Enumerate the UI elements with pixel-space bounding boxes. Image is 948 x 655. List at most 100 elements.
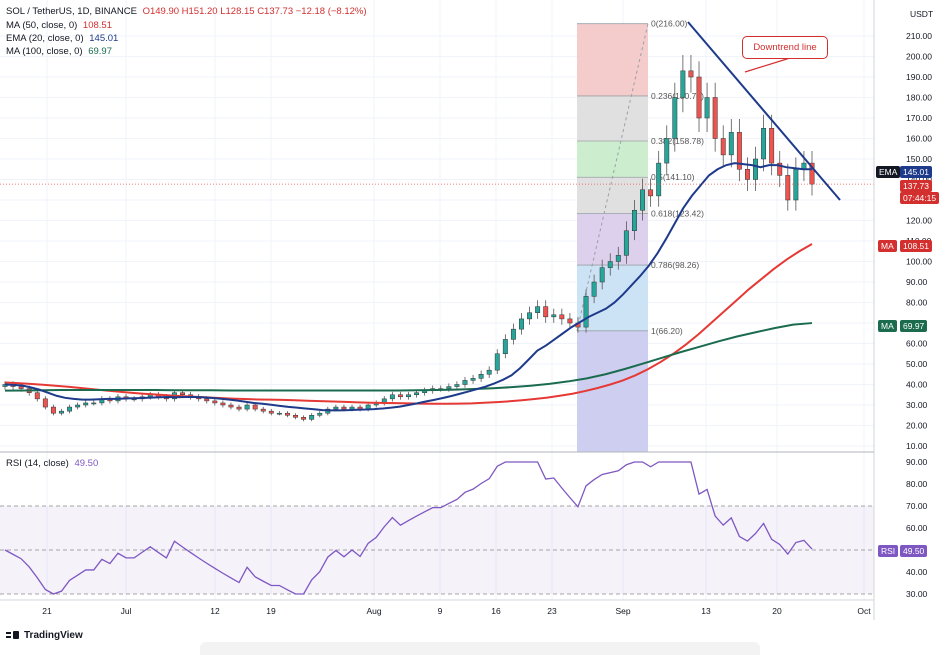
rsi-panel	[0, 461, 874, 595]
candle	[389, 391, 395, 402]
symbol-title[interactable]: SOL / TetherUS, 1D, BINANCE	[6, 6, 137, 17]
candle	[317, 411, 323, 418]
time-tick-label: Oct	[857, 606, 871, 616]
candle	[607, 253, 613, 276]
symbol-header: SOL / TetherUS, 1D, BINANCE O149.90 H151…	[6, 6, 367, 17]
rsi-tick-label: 70.00	[906, 501, 928, 511]
candle	[309, 413, 315, 422]
candle	[761, 114, 767, 172]
ma100-legend[interactable]: MA (100, close, 0) 69.97	[6, 46, 112, 57]
rsi-tick-label: 60.00	[906, 523, 928, 533]
ema20-line	[4, 162, 812, 412]
candle	[567, 312, 573, 329]
candle	[454, 381, 460, 390]
tradingview-icon	[6, 631, 20, 640]
price-tick-label: 40.00	[906, 380, 928, 390]
time-tick-label: Sep	[615, 606, 630, 616]
ma100-line	[4, 322, 813, 392]
ma100-label: MA (100, close, 0)	[6, 46, 83, 57]
price-tick-label: 60.00	[906, 339, 928, 349]
price-tick-label: 100.00	[906, 257, 932, 267]
fib-zone	[577, 330, 648, 452]
candle	[75, 402, 81, 410]
candle	[809, 150, 815, 196]
candle	[462, 376, 468, 388]
time-tick-label: 9	[438, 606, 443, 616]
rsi-tick-label: 80.00	[906, 479, 928, 489]
price-tick-label: 30.00	[906, 400, 928, 410]
candle	[83, 400, 89, 408]
time-axis: 21 Jul 12 19 Aug 9 16 23 Sep 13 20 Oct	[42, 606, 871, 616]
downtrend-line	[687, 21, 841, 201]
rsi-label: RSI (14, close)	[6, 458, 69, 469]
price-tick-label: 160.00	[906, 134, 932, 144]
candle-countdown: 07:44:15	[900, 192, 940, 204]
rsi-tag: RSI	[878, 545, 899, 557]
ma50-legend[interactable]: MA (50, close, 0) 108.51	[6, 20, 112, 31]
candle	[664, 125, 670, 176]
rsi-tick-label: 90.00	[906, 457, 928, 467]
fib-level-label: 0.382(158.78)	[651, 136, 704, 146]
ema20-legend[interactable]: EMA (20, close, 0) 145.01	[6, 33, 118, 44]
candle	[244, 402, 250, 412]
candle	[260, 406, 266, 414]
ohlc-values: O149.90 H151.20 L128.15 C137.73 −12.18 (…	[142, 6, 367, 17]
candle	[212, 398, 218, 406]
candle	[583, 289, 589, 333]
last-price-badge: 137.73	[900, 180, 932, 192]
grid-lines	[0, 0, 874, 600]
rsi-tick-label: 40.00	[906, 567, 928, 577]
rsi-value-badge: 49.50	[900, 545, 928, 557]
candle	[712, 82, 718, 152]
candle	[301, 415, 307, 422]
candle	[696, 61, 702, 132]
candle	[648, 178, 654, 207]
tradingview-logo[interactable]: TradingView	[6, 630, 83, 641]
price-tick-label: 140.00	[906, 175, 932, 185]
rsi-legend[interactable]: RSI (14, close) 49.50	[6, 458, 98, 469]
candle	[777, 150, 783, 188]
time-tick-label: 13	[701, 606, 711, 616]
ma100-tag: MA	[878, 320, 897, 332]
candle	[720, 125, 726, 168]
candle	[559, 308, 565, 325]
rsi-tick-label: 30.00	[906, 589, 928, 599]
candle	[551, 308, 557, 323]
fibonacci-retracement: 0(216.00) 0.236(180.76) 0.382(158.78) 0.5(1…	[576, 19, 704, 452]
ma100-value: 69.97	[88, 46, 112, 57]
candle	[623, 221, 629, 264]
ma50-value: 108.51	[82, 20, 112, 31]
downtrend-callout: Downtrend line	[742, 36, 828, 59]
time-tick-label: 21	[42, 606, 52, 616]
time-tick-label: 16	[491, 606, 501, 616]
candle	[59, 408, 64, 416]
candle	[268, 408, 274, 416]
candle	[736, 118, 742, 182]
fib-level-label: 0.618(123.42)	[651, 208, 704, 218]
candle	[486, 366, 492, 378]
candle	[519, 312, 524, 335]
bottom-toolbar	[200, 642, 760, 655]
candle	[632, 200, 637, 241]
ma50-tag: MA	[878, 240, 897, 252]
candle	[599, 259, 605, 290]
time-tick-label: Jul	[121, 606, 132, 616]
candle	[615, 246, 621, 270]
candle	[510, 323, 516, 345]
price-tick-label: 120.00	[906, 216, 932, 226]
candle	[704, 82, 710, 132]
candle	[397, 391, 403, 400]
candle	[640, 178, 645, 221]
ema-tag: EMA	[876, 166, 901, 178]
price-tick-label: 200.00	[906, 52, 932, 62]
candle	[672, 82, 678, 152]
candle	[656, 150, 662, 207]
ema-price-badge: 145.01	[900, 166, 932, 178]
candle	[34, 389, 40, 402]
candle	[543, 300, 549, 323]
candle	[728, 118, 734, 168]
candle	[688, 55, 694, 93]
ema20-label: EMA (20, close, 0)	[6, 33, 84, 44]
fib-zone	[577, 95, 648, 142]
